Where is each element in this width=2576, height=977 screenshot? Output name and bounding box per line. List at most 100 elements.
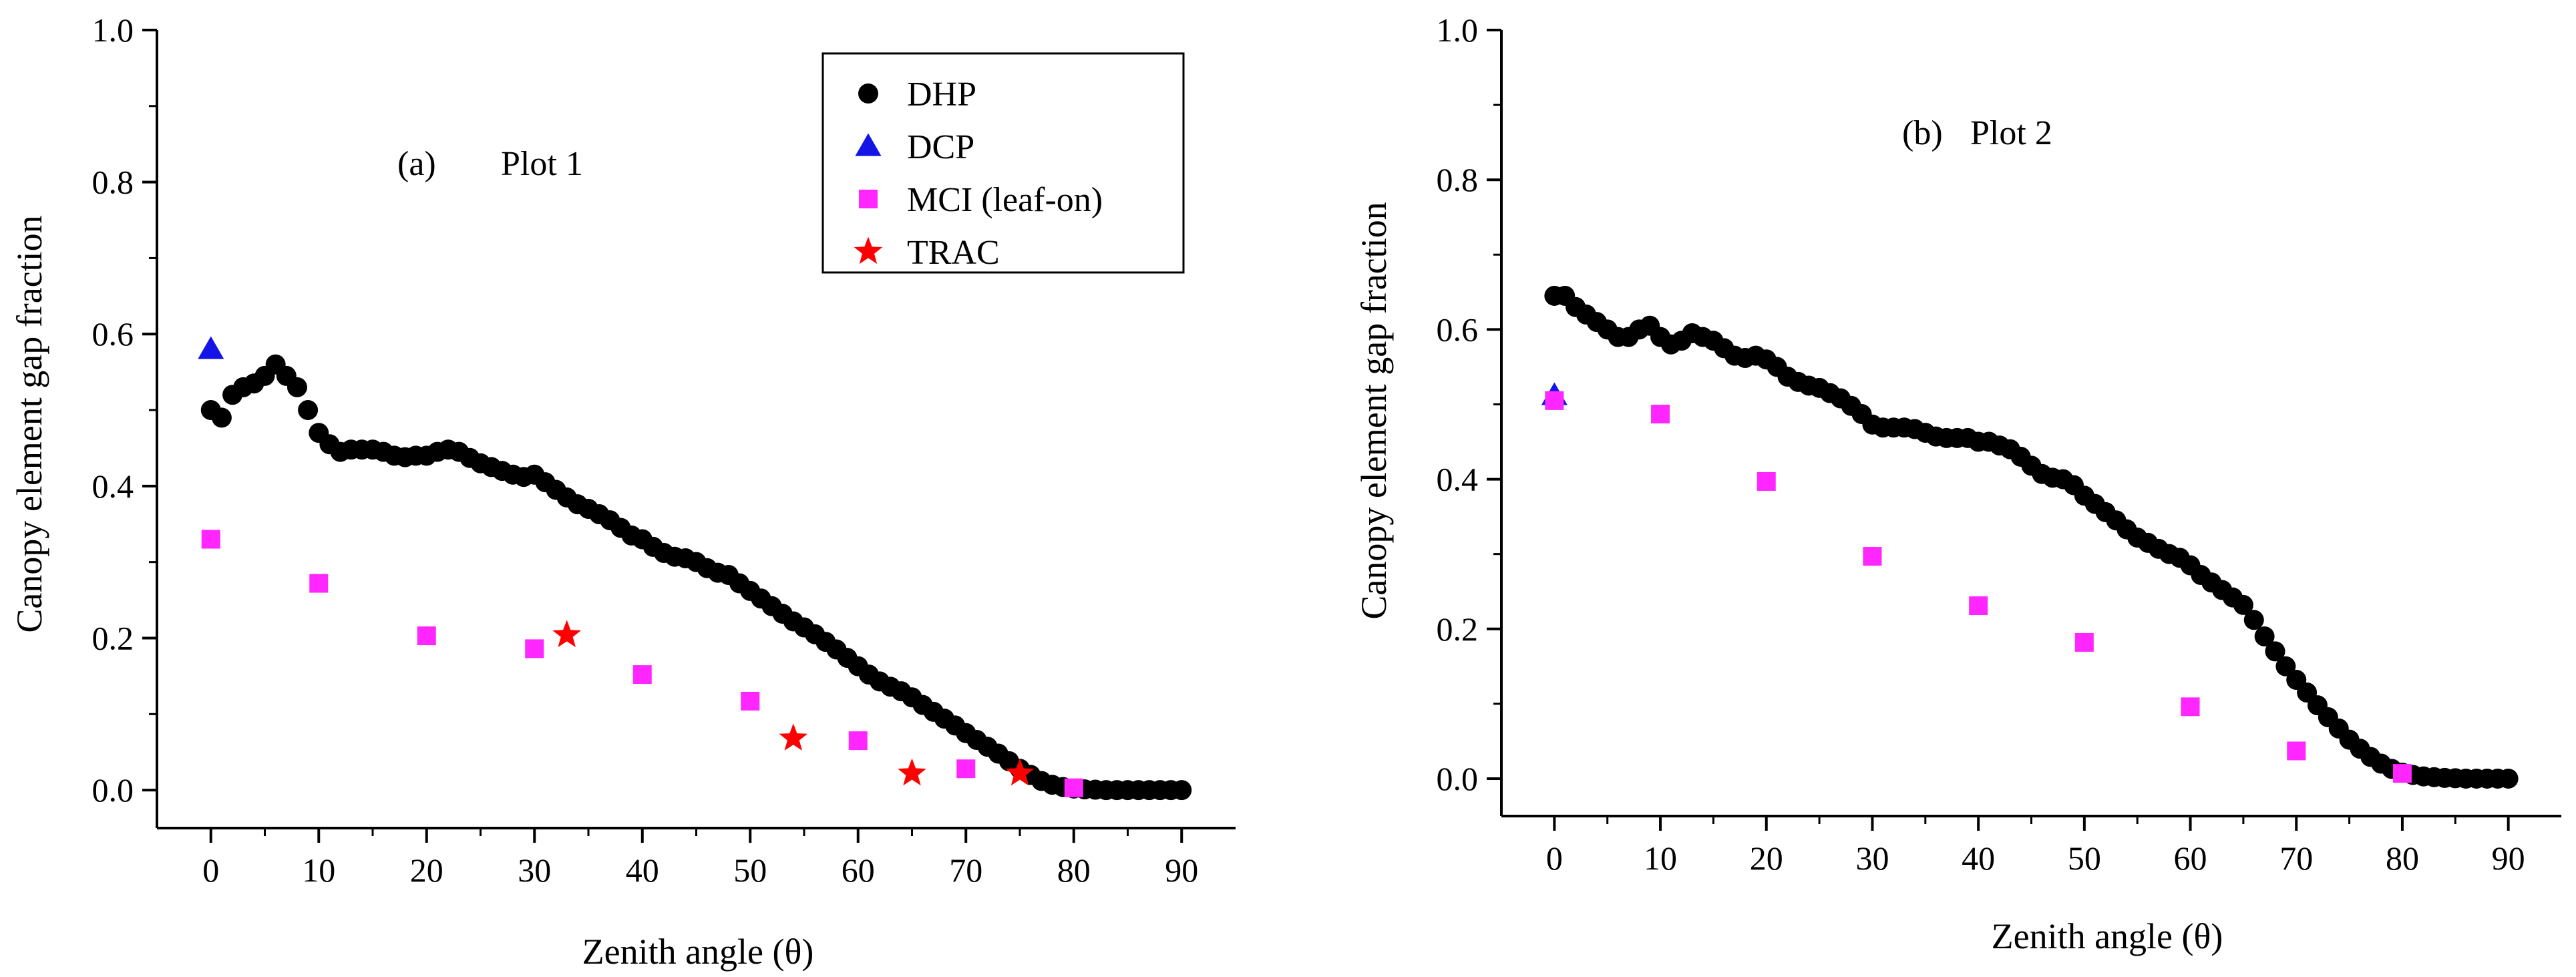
panel-b-y-axis-title: Canopy element gap fraction [1354,202,1394,619]
legend-entries: DHP DCP MCI (leaf-on) TRAC [854,75,1103,272]
star-point [898,758,926,786]
star-point [779,723,808,751]
x-tick-label: 20 [410,851,443,889]
circle-point [211,407,232,428]
panel-b-x-axis-title: Zenith angle (θ) [1992,916,2223,956]
x-tick-label: 90 [1165,851,1198,889]
square-point [1757,471,1776,491]
y-tick-label: 0.8 [92,164,134,201]
panel-a-label: (a) [397,145,436,183]
x-tick-label: 90 [2492,839,2525,877]
square-point [1651,405,1670,424]
star-point [1005,758,1035,786]
panel-b-label: (b) [1902,114,1943,152]
square-point [525,639,544,658]
legend-marker-circle [858,83,878,104]
legend-marker-star [854,236,883,264]
x-tick-label: 0 [202,851,219,889]
legend-label: TRAC [907,234,1000,272]
square-point [1064,778,1083,797]
x-tick-label: 10 [302,851,335,889]
panel-b-x-ticks: 0 10 20 30 40 50 60 70 80 90 [1546,816,2525,877]
square-point [848,731,868,751]
triangle-point [198,336,224,359]
x-tick-label: 10 [1644,839,1677,877]
square-point [632,665,652,685]
y-tick-label: 0.6 [1437,311,1479,348]
panel-a-legend: DHP DCP MCI (leaf-on) TRAC [821,52,1185,274]
legend-label: DHP [907,75,976,114]
legend-box [821,52,1185,274]
x-tick-label: 40 [1962,839,1995,877]
x-tick-label: 60 [842,851,875,889]
panel-b-data-marks [1541,285,2519,789]
square-point [2074,632,2094,652]
x-tick-label: 30 [1855,839,1889,877]
x-tick-label: 80 [1057,851,1091,889]
circle-point [2233,594,2253,615]
star-point [552,620,582,648]
legend-label: DCP [907,128,974,166]
x-tick-label: 80 [2386,839,2419,877]
panel-a-x-axis-title: Zenith angle (θ) [582,932,814,972]
circle-point [2254,626,2275,646]
panel-a-plot-1: 0 10 20 30 40 50 60 70 80 90 0.0 0.2 0.4 0.6 0.8 1.0 (… [9,11,1236,972]
y-tick-label: 0.4 [1437,461,1479,498]
circle-point [298,400,319,421]
y-tick-label: 0.2 [92,619,134,656]
square-point [1969,596,1988,616]
panel-a-data-marks [198,336,1192,801]
y-tick-label: 0.0 [92,771,134,809]
series-dcp [198,336,224,359]
series-dhp [200,354,1192,801]
square-point [201,530,220,549]
y-tick-label: 0.4 [92,467,134,505]
square-point [956,759,976,779]
x-tick-label: 30 [518,851,551,889]
circle-point [287,377,307,397]
legend-marker-square [859,190,878,208]
x-tick-label: 60 [2174,839,2207,877]
panel-b-title: Plot 2 [1970,114,2052,152]
square-point [741,691,760,711]
panel-b-plot-2: 0 10 20 30 40 50 60 70 80 90 0.0 0.2 0.4 0.6 0.8 1.0 (… [1354,11,2561,956]
legend-label: MCI (leaf-on) [907,181,1103,219]
square-point [417,626,436,646]
square-point [2181,697,2200,717]
panel-a-title: Plot 1 [501,145,583,183]
y-tick-label: 0.8 [1437,161,1479,198]
circle-point [2243,610,2264,630]
circle-point [2275,656,2296,676]
y-tick-label: 1.0 [1437,11,1479,49]
y-tick-label: 0.0 [1437,760,1479,797]
series-mci-leaf-on [201,530,1083,797]
x-tick-label: 70 [2279,839,2313,877]
y-tick-label: 0.2 [1437,610,1479,648]
panel-b-minor-ticks [1493,104,2456,824]
x-tick-label: 40 [626,851,659,889]
panel-a-y-axis-title: Canopy element gap fraction [9,215,49,632]
panel-a-y-ticks: 0.0 0.2 0.4 0.6 0.8 1.0 [92,11,157,809]
circle-point [1171,780,1192,801]
x-tick-label: 0 [1546,839,1563,877]
circle-point [2498,768,2519,789]
panel-b-y-ticks: 0.0 0.2 0.4 0.6 0.8 1.0 [1437,11,1501,797]
square-point [2392,764,2412,783]
series-trac [552,620,1035,786]
series-dhp [1544,285,2519,789]
x-tick-label: 50 [2068,839,2101,877]
panel-a-x-ticks: 0 10 20 30 40 50 60 70 80 90 [202,828,1198,889]
square-point [1863,547,1882,566]
x-tick-label: 20 [1750,839,1783,877]
series-mci-leaf-on [1545,391,2412,783]
square-point [309,574,329,593]
panel-a-minor-ticks [149,105,1129,836]
x-tick-label: 70 [949,851,982,889]
y-tick-label: 0.6 [92,315,134,353]
y-tick-label: 1.0 [92,11,134,49]
square-point [1545,391,1564,410]
square-point [2287,741,2306,761]
x-tick-label: 50 [733,851,767,889]
circle-point [2265,641,2285,662]
